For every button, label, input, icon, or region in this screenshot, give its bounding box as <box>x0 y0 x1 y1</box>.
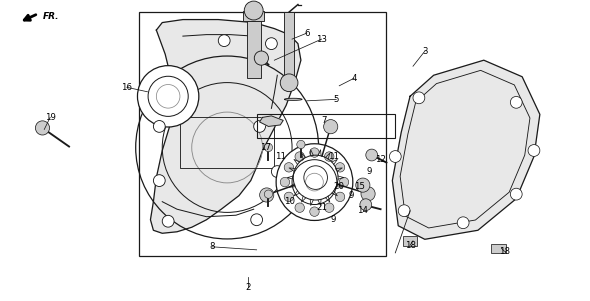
Bar <box>491 244 506 253</box>
Text: 9: 9 <box>330 215 336 224</box>
Circle shape <box>284 163 294 172</box>
Circle shape <box>324 152 334 161</box>
Circle shape <box>35 121 50 135</box>
Text: 5: 5 <box>333 95 339 104</box>
Circle shape <box>153 120 165 132</box>
Circle shape <box>310 207 319 216</box>
Bar <box>247 21 261 78</box>
Text: 11: 11 <box>328 152 339 161</box>
Bar <box>180 117 274 168</box>
Text: 18: 18 <box>405 241 415 250</box>
Circle shape <box>366 149 378 161</box>
Text: 3: 3 <box>422 47 428 56</box>
Circle shape <box>284 192 294 202</box>
Circle shape <box>264 190 273 198</box>
Text: 10: 10 <box>284 197 294 206</box>
Circle shape <box>510 188 522 200</box>
Polygon shape <box>150 20 301 233</box>
Circle shape <box>389 150 401 163</box>
Bar <box>257 114 395 138</box>
Circle shape <box>398 205 410 217</box>
Circle shape <box>360 199 372 211</box>
Text: 9: 9 <box>348 191 354 200</box>
Circle shape <box>356 178 370 192</box>
Text: 16: 16 <box>122 83 132 92</box>
Circle shape <box>153 175 165 187</box>
Text: 14: 14 <box>358 206 368 215</box>
Circle shape <box>310 148 319 157</box>
Circle shape <box>361 187 375 201</box>
Text: 2: 2 <box>245 283 251 292</box>
Circle shape <box>413 92 425 104</box>
Circle shape <box>324 203 334 213</box>
Circle shape <box>339 177 349 187</box>
Text: 15: 15 <box>355 182 365 191</box>
Text: 12: 12 <box>375 155 386 164</box>
Circle shape <box>295 203 304 213</box>
Text: 8: 8 <box>209 242 215 251</box>
Circle shape <box>510 96 522 108</box>
Circle shape <box>528 144 540 157</box>
Bar <box>403 236 417 246</box>
Circle shape <box>162 215 174 227</box>
Text: 13: 13 <box>316 35 327 44</box>
Circle shape <box>218 35 230 47</box>
Text: 6: 6 <box>304 29 310 38</box>
Circle shape <box>335 192 345 202</box>
Circle shape <box>251 214 263 226</box>
Circle shape <box>280 177 290 187</box>
Circle shape <box>335 163 345 172</box>
Polygon shape <box>392 60 540 239</box>
Circle shape <box>457 217 469 229</box>
Circle shape <box>260 188 274 202</box>
Circle shape <box>297 140 305 149</box>
Bar <box>284 12 294 83</box>
Text: 9: 9 <box>366 167 372 176</box>
Text: 20: 20 <box>334 182 345 191</box>
Circle shape <box>254 51 268 65</box>
Circle shape <box>271 166 283 178</box>
Text: 21: 21 <box>316 203 327 212</box>
Bar <box>139 12 386 256</box>
Ellipse shape <box>284 98 302 101</box>
Text: 11: 11 <box>275 152 286 161</box>
Polygon shape <box>260 116 283 126</box>
Circle shape <box>244 1 263 20</box>
Circle shape <box>137 66 199 127</box>
Circle shape <box>324 119 338 134</box>
Text: 19: 19 <box>45 113 55 122</box>
Text: 7: 7 <box>322 116 327 125</box>
Circle shape <box>264 143 273 152</box>
Text: 18: 18 <box>499 247 510 256</box>
Circle shape <box>295 152 304 161</box>
Text: FR.: FR. <box>42 12 59 21</box>
Circle shape <box>254 120 266 132</box>
Text: 17: 17 <box>260 143 271 152</box>
Circle shape <box>266 38 277 50</box>
Circle shape <box>276 144 353 220</box>
Circle shape <box>280 74 298 92</box>
Bar <box>243 11 264 21</box>
Text: 4: 4 <box>351 74 357 83</box>
